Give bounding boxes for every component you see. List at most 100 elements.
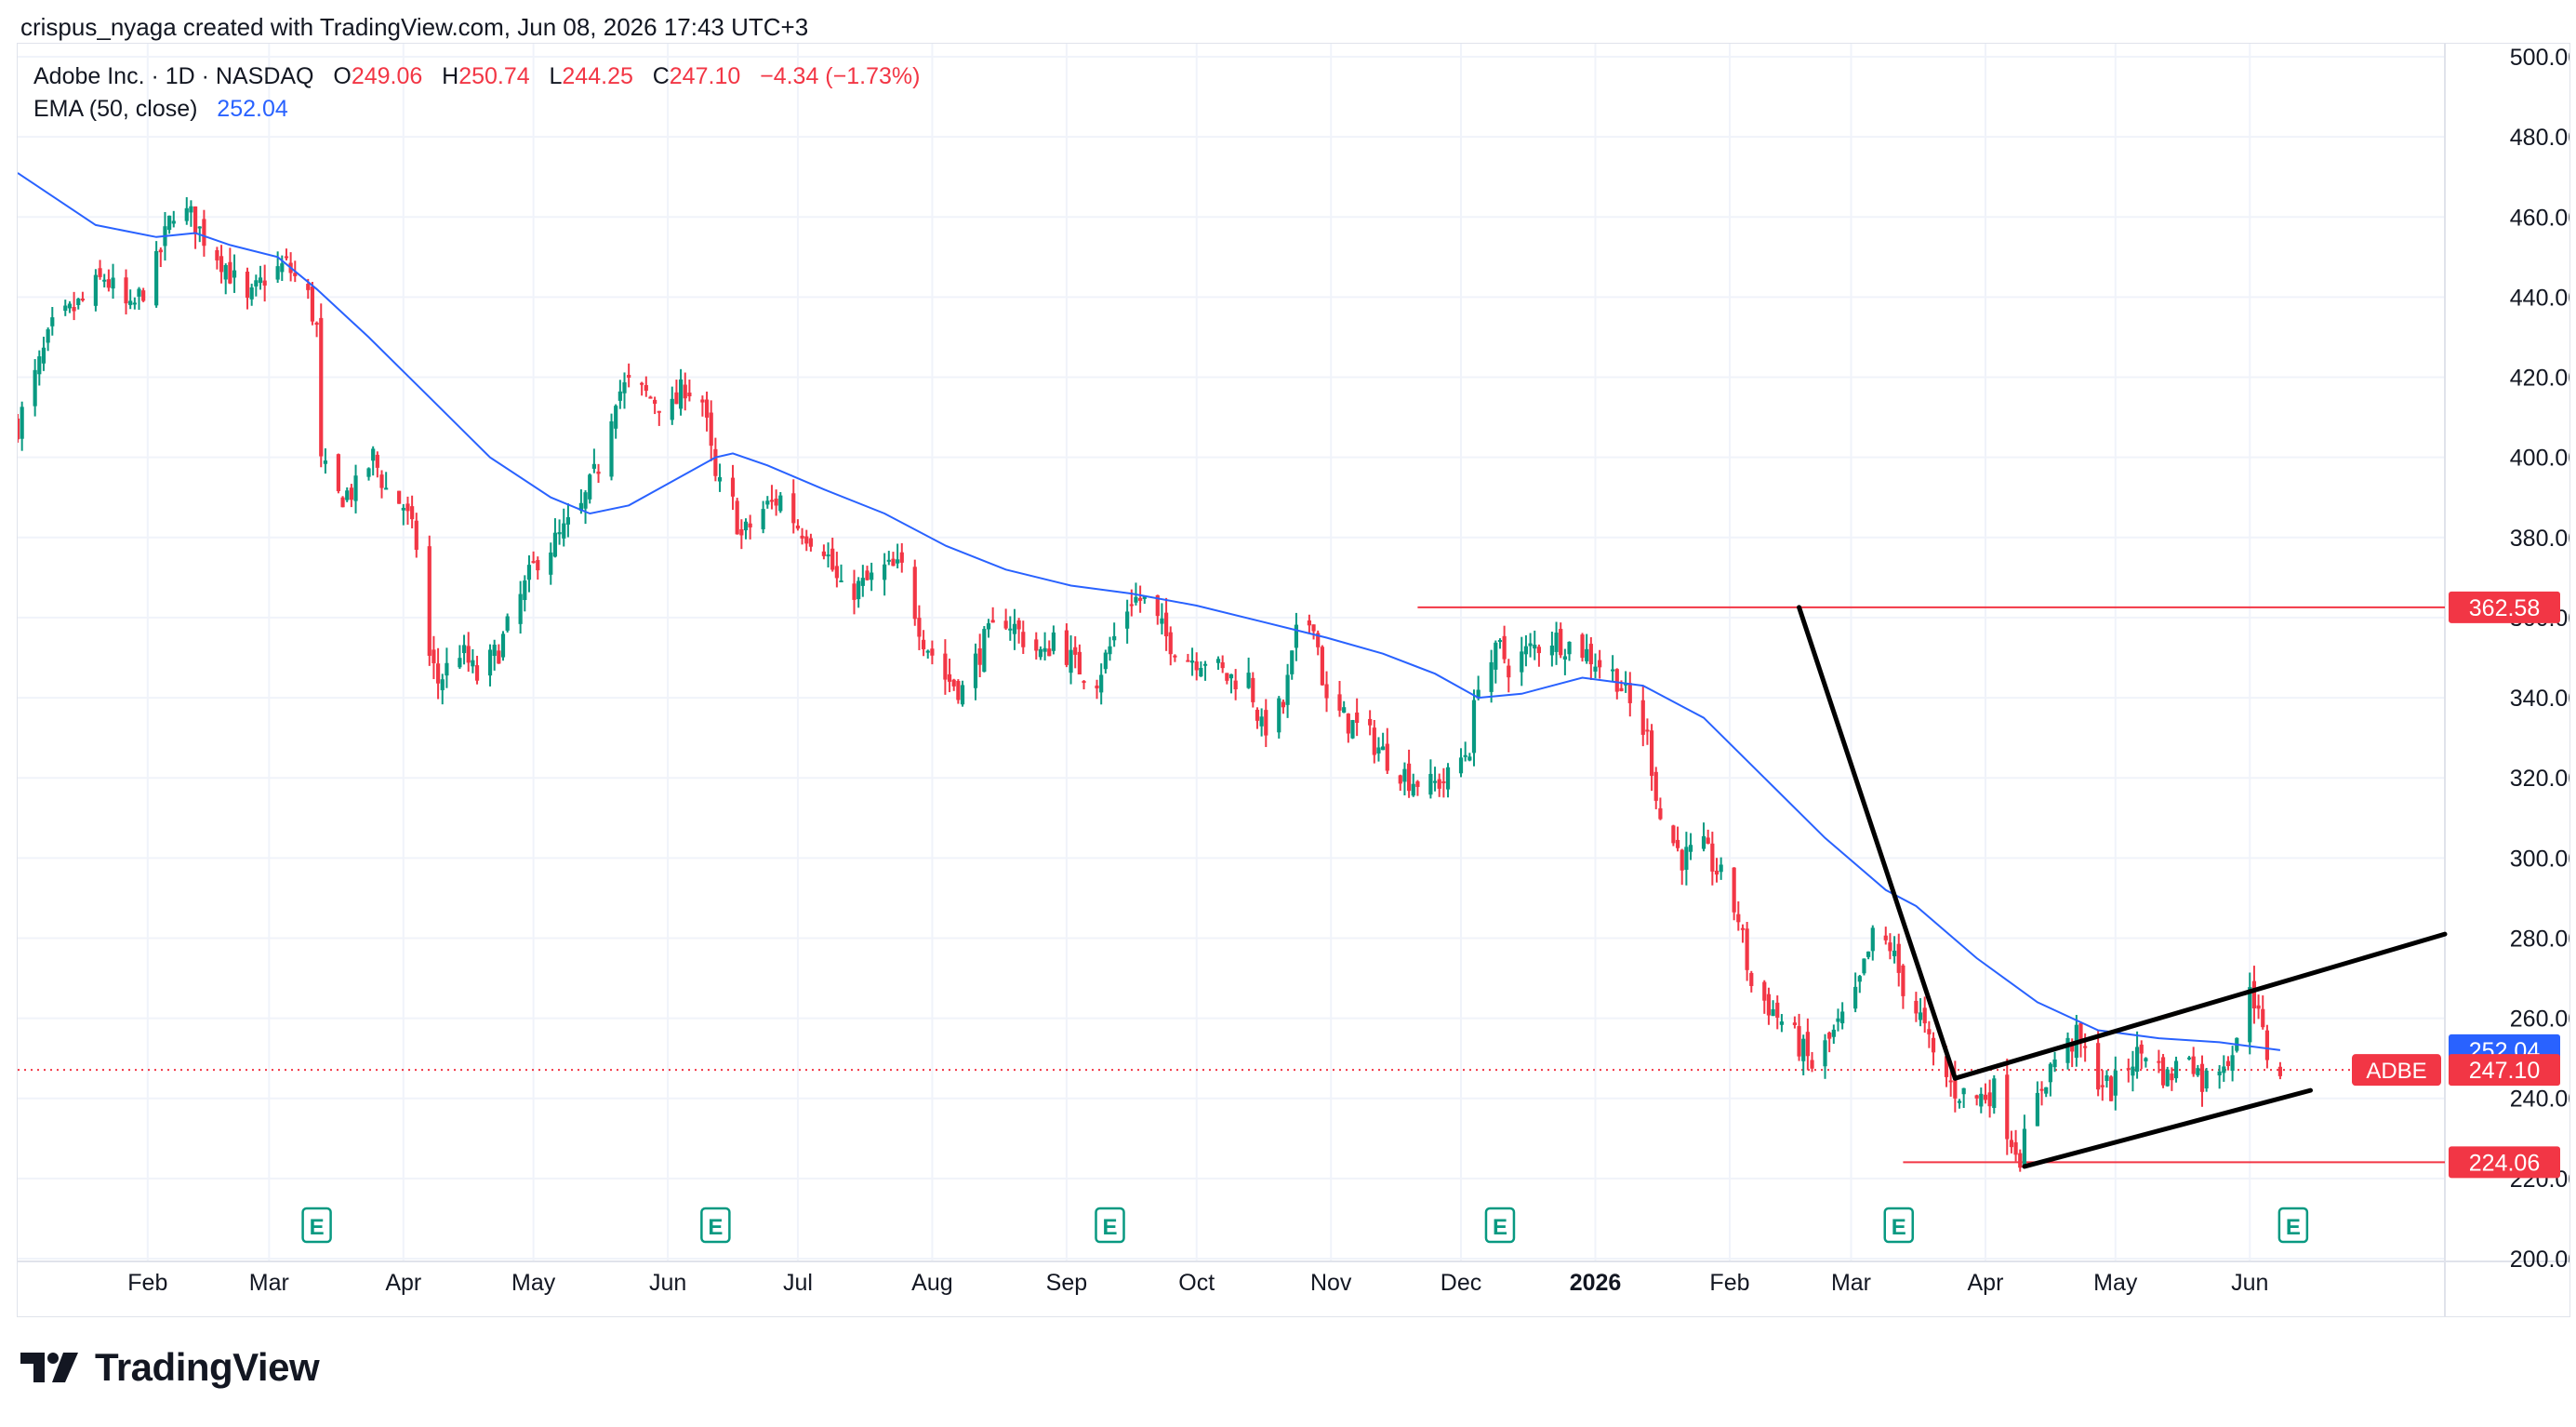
candle-body[interactable]: [1168, 632, 1173, 655]
candle-body[interactable]: [1012, 623, 1017, 634]
candle-body[interactable]: [1125, 611, 1130, 629]
candle-body[interactable]: [565, 517, 571, 525]
candle-body[interactable]: [2186, 1057, 2192, 1060]
time-tick-label[interactable]: Jul: [783, 1270, 813, 1296]
candle-body[interactable]: [141, 290, 146, 301]
candle-body[interactable]: [410, 506, 415, 520]
candle-body[interactable]: [865, 570, 870, 580]
ema-legend[interactable]: EMA (50, close) 252.04: [33, 96, 288, 123]
candle-body[interactable]: [1749, 972, 1754, 986]
candle-body[interactable]: [124, 277, 128, 304]
candle-body[interactable]: [526, 565, 532, 580]
candle-body[interactable]: [523, 580, 527, 600]
candle-body[interactable]: [1671, 825, 1676, 844]
candle-body[interactable]: [1559, 629, 1563, 656]
candle-body[interactable]: [76, 299, 81, 305]
candle-body[interactable]: [1549, 646, 1554, 656]
candle-body[interactable]: [1259, 716, 1264, 727]
candle-body[interactable]: [345, 490, 350, 500]
candle-body[interactable]: [2134, 1047, 2140, 1073]
candle-body[interactable]: [1285, 674, 1290, 705]
candle-body[interactable]: [951, 679, 956, 687]
candle-body[interactable]: [1051, 632, 1056, 651]
candle-body[interactable]: [791, 493, 796, 524]
candle-body[interactable]: [1883, 935, 1888, 940]
time-tick-label[interactable]: Apr: [385, 1270, 421, 1296]
candle-body[interactable]: [1983, 1094, 1988, 1100]
candle-body[interactable]: [171, 220, 176, 224]
candle-body[interactable]: [700, 399, 705, 403]
candle-body[interactable]: [1497, 640, 1503, 643]
candle-body[interactable]: [870, 572, 874, 580]
candle-body[interactable]: [275, 266, 280, 280]
candle-body[interactable]: [1779, 1021, 1785, 1025]
candle-body[interactable]: [401, 507, 405, 511]
trend-line[interactable]: [2022, 1087, 2314, 1169]
time-tick-label[interactable]: May: [2093, 1270, 2138, 1296]
candle-body[interactable]: [653, 399, 657, 405]
candle-body[interactable]: [189, 206, 193, 213]
candle-body[interactable]: [1129, 604, 1134, 607]
candle-body[interactable]: [1740, 927, 1746, 930]
candle-body[interactable]: [1627, 683, 1632, 703]
candle-body[interactable]: [375, 454, 379, 468]
candle-body[interactable]: [280, 263, 285, 273]
earnings-marker-icon[interactable]: [1883, 1207, 1914, 1244]
price-chart[interactable]: 200.00220.00240.00260.00280.00300.00320.…: [18, 44, 2569, 1316]
candle-body[interactable]: [1862, 958, 1866, 974]
candle-body[interactable]: [1801, 1038, 1806, 1061]
candle-body[interactable]: [98, 268, 102, 277]
chart-panel[interactable]: 200.00220.00240.00260.00280.00300.00320.…: [17, 43, 2570, 1317]
candle-body[interactable]: [497, 650, 501, 664]
candle-body[interactable]: [458, 658, 462, 668]
candle-body[interactable]: [262, 280, 267, 286]
candle-body[interactable]: [1346, 714, 1350, 734]
candle-body[interactable]: [1112, 635, 1117, 641]
candle-body[interactable]: [1432, 780, 1438, 783]
candle-body[interactable]: [709, 412, 713, 447]
candle-body[interactable]: [474, 665, 480, 681]
candle-body[interactable]: [640, 382, 644, 385]
candle-body[interactable]: [245, 272, 250, 299]
candle-body[interactable]: [1220, 662, 1225, 669]
candle-body[interactable]: [826, 554, 830, 557]
candle-body[interactable]: [72, 306, 76, 312]
candle-body[interactable]: [67, 303, 73, 309]
candle-body[interactable]: [1598, 660, 1602, 668]
candle-body[interactable]: [1246, 673, 1251, 688]
candle-body[interactable]: [795, 525, 801, 529]
candle-body[interactable]: [2065, 1037, 2070, 1063]
candle-body[interactable]: [1831, 1029, 1836, 1037]
candle-body[interactable]: [440, 679, 445, 690]
candle-body[interactable]: [1792, 1022, 1797, 1025]
candle-body[interactable]: [2191, 1056, 2196, 1074]
candle-body[interactable]: [2109, 1076, 2114, 1101]
candle-body[interactable]: [1533, 645, 1537, 649]
candle-body[interactable]: [1931, 1037, 1936, 1053]
candle-body[interactable]: [167, 215, 172, 231]
candle-body[interactable]: [1888, 942, 1892, 952]
candle-body[interactable]: [1961, 1087, 1966, 1095]
candle-body[interactable]: [33, 369, 37, 407]
candle-body[interactable]: [1337, 694, 1342, 711]
candle-body[interactable]: [1476, 689, 1481, 699]
candle-body[interactable]: [1008, 628, 1013, 631]
candle-body[interactable]: [1311, 624, 1316, 632]
candle-body[interactable]: [1381, 746, 1386, 751]
candle-body[interactable]: [1064, 630, 1069, 665]
candle-body[interactable]: [1857, 976, 1862, 982]
candle-body[interactable]: [657, 410, 661, 413]
candle-body[interactable]: [1316, 633, 1321, 647]
candle-body[interactable]: [1714, 871, 1720, 875]
candle-body[interactable]: [106, 279, 111, 288]
candle-body[interactable]: [2022, 1128, 2027, 1167]
candle-body[interactable]: [1979, 1093, 1984, 1107]
candle-body[interactable]: [18, 418, 20, 440]
candle-body[interactable]: [293, 273, 298, 276]
candle-body[interactable]: [193, 206, 198, 234]
candle-body[interactable]: [1901, 965, 1905, 996]
candle-body[interactable]: [960, 685, 965, 705]
candle-body[interactable]: [627, 375, 631, 378]
candle-body[interactable]: [414, 520, 418, 550]
candle-body[interactable]: [63, 305, 68, 312]
